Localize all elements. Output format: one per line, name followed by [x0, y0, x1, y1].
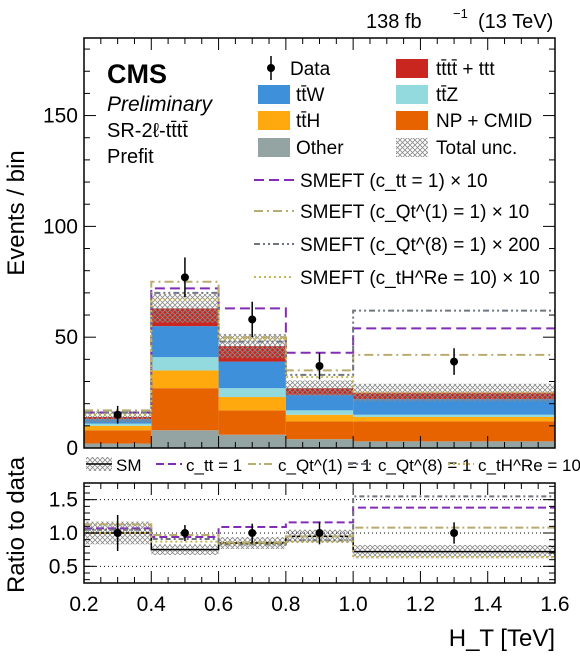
- bar-ttH-bin3: [285, 414, 354, 422]
- ratio-reference-lines: [84, 499, 555, 567]
- bar-ttW-bin4: [353, 399, 555, 415]
- legend-np-swatch: [396, 111, 428, 130]
- lumi-label: 138 fb: [366, 11, 422, 33]
- lumi-exponent: −1: [453, 6, 468, 21]
- legend-tth-label: tt̄H: [296, 111, 320, 132]
- data-point-1: [180, 273, 189, 282]
- prefit-label: Prefit: [107, 146, 154, 168]
- legend-unc-label: Total unc.: [436, 138, 517, 159]
- ratio-line-cqt8: [84, 495, 555, 546]
- x-tick-label: 0.2: [69, 593, 98, 616]
- bar-ttH-bin2: [218, 397, 286, 411]
- y-tick-label: 100: [43, 215, 78, 238]
- ratio-y-tick-label: 1.0: [49, 522, 78, 545]
- main-legend: Data tt̄tt̄ + ttt tt̄W tt̄Z tt̄H NP + CM…: [254, 56, 540, 289]
- main-axis-ticks: 0 50 100 150: [43, 38, 556, 460]
- x-tick-labels: 0.2 0.4 0.6 0.8 1.0 1.2 1.4 1.6: [69, 593, 569, 616]
- ratio-y-tick-label: 0.5: [49, 555, 78, 578]
- legend-tttt-swatch: [396, 59, 428, 78]
- bar-np-bin1: [151, 388, 219, 431]
- y-tick-label: 150: [43, 105, 78, 128]
- bar-ttH-bin1: [151, 370, 219, 389]
- bar-ttZ-bin2: [218, 388, 286, 398]
- data-point-3: [315, 362, 324, 370]
- legend-other-label: Other: [296, 138, 344, 159]
- data-points: [113, 257, 459, 424]
- y-tick-label: 0: [66, 437, 78, 460]
- unc-band-bin3: [285, 380, 354, 396]
- bar-ttZ-bin3: [285, 410, 354, 415]
- bar-ttZ-bin4: [353, 414, 555, 417]
- ratio-data-points: [113, 515, 459, 551]
- ratio-data-point-1: [180, 529, 189, 537]
- bar-np-bin3: [285, 421, 354, 440]
- legend-other-swatch: [258, 138, 290, 157]
- ratio-legend-cth-label: c_tH^Re = 10: [478, 456, 580, 475]
- legend-np-label: NP + CMID: [436, 111, 532, 132]
- bar-ttW-bin2: [218, 361, 286, 389]
- cms-label: CMS: [107, 59, 167, 89]
- legend-ttw-label: tt̄W: [296, 85, 325, 106]
- x-tick-label: 1.4: [473, 593, 503, 616]
- unc-band-bin4: [353, 383, 555, 402]
- bar-ttH-bin0: [84, 425, 152, 431]
- main-y-axis-label: Events / bin: [3, 150, 30, 275]
- ratio-legend-sm-label: SM: [116, 456, 142, 475]
- ratio-legend-ctt-label: c_tt = 1: [186, 456, 242, 475]
- energy-label: (13 TeV): [478, 11, 553, 33]
- bar-ttZ-bin1: [151, 357, 219, 371]
- legend-smeft-ctt-label: SMEFT (c_tt = 1) × 10: [300, 171, 488, 192]
- bar-ttZ-bin0: [84, 423, 152, 426]
- legend-ttz-swatch: [396, 85, 428, 104]
- x-tick-label: 1.6: [540, 593, 569, 616]
- ratio-legend-cqt1-label: c_Qt^(1) = 1: [278, 456, 371, 475]
- ratio-y-axis-label: Ratio to data: [3, 456, 30, 593]
- legend-tttt-label: tt̄tt̄ + ttt: [436, 59, 495, 80]
- bar-np-bin0: [84, 430, 152, 444]
- data-point-0: [113, 410, 122, 419]
- legend-data-label: Data: [290, 59, 331, 80]
- smeft-line-cqt1: [84, 280, 555, 412]
- bar-np-bin2: [218, 410, 286, 435]
- ratio-legend: SM c_tt = 1 c_Qt^(1) = 1 c_Qt^(8) = 1 c_…: [86, 456, 580, 475]
- ratio-plot: 0.5 1.0 1.5: [49, 482, 556, 584]
- bar-np-bin4: [353, 421, 555, 442]
- legend-smeft-cqt1-label: SMEFT (c_Qt^(1) = 1) × 10: [300, 202, 529, 223]
- ratio-data-point-4: [450, 529, 459, 537]
- x-tick-label: 0.4: [137, 593, 167, 616]
- x-axis-label: H_T [TeV]: [449, 625, 555, 652]
- legend-smeft-cth-label: SMEFT (c_tH^Re = 10) × 10: [300, 268, 540, 289]
- unc-band-bin1: [151, 293, 219, 323]
- legend-tth-swatch: [258, 111, 290, 130]
- ratio-line-cth: [84, 532, 555, 558]
- ratio-data-point-3: [315, 529, 324, 537]
- main-plot: 0 50 100 150: [43, 37, 556, 460]
- legend-ttw-swatch: [258, 85, 290, 104]
- x-tick-label: 1.0: [339, 593, 368, 616]
- bar-ttH-bin4: [353, 416, 555, 422]
- legend-data-marker: [267, 64, 275, 72]
- preliminary-label: Preliminary: [107, 93, 214, 116]
- y-tick-label: 50: [55, 326, 78, 349]
- ratio-y-tick-label: 1.5: [49, 489, 78, 512]
- data-point-2: [248, 315, 257, 324]
- x-tick-label: 0.6: [204, 593, 233, 616]
- data-point-4: [450, 357, 459, 366]
- bar-ttW-bin1: [151, 326, 219, 358]
- x-tick-label: 1.2: [406, 593, 435, 616]
- ratio-legend-cqt8-label: c_Qt^(8) = 1: [378, 456, 471, 475]
- bar-ttW-bin3: [285, 394, 354, 411]
- ratio-axis-ticks: 0.5 1.0 1.5: [49, 483, 556, 583]
- legend-smeft-cqt8-label: SMEFT (c_Qt^(8) = 1) × 200: [300, 235, 540, 256]
- region-label: SR-2ℓ-tt̄tt̄: [107, 120, 188, 142]
- ratio-data-point-2: [248, 529, 257, 537]
- x-tick-label: 0.8: [271, 593, 300, 616]
- legend-unc-swatch: [396, 138, 428, 157]
- smeft-lines: [84, 280, 555, 416]
- ratio-data-point-0: [113, 529, 122, 537]
- legend-ttz-label: tt̄Z: [436, 85, 459, 106]
